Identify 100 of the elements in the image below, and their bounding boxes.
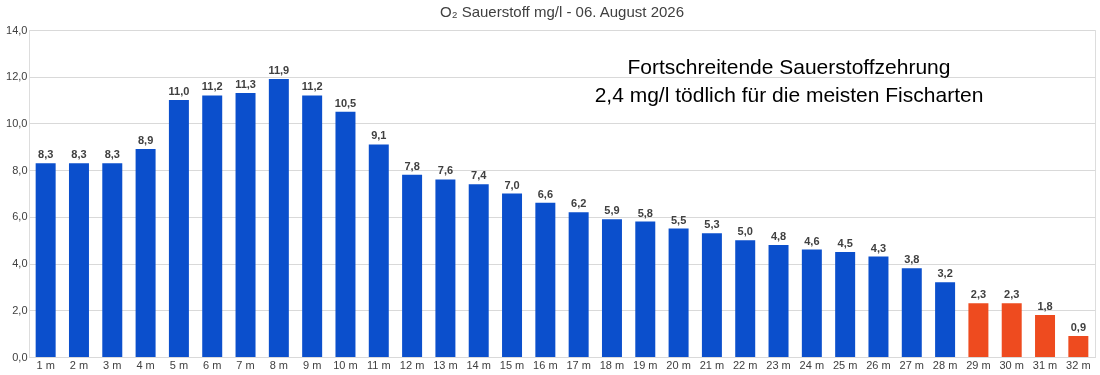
data-label: 11,3 [235,78,256,91]
bar [102,163,123,357]
data-label: 7,8 [404,159,420,172]
x-tick-label: 30 m [999,358,1024,371]
data-label: 11,2 [301,80,323,93]
bar [35,163,56,357]
data-label: 7,4 [471,169,488,182]
data-label: 9,1 [371,129,387,142]
bar [901,268,922,357]
x-tick-label: 12 m [399,358,425,371]
bar [368,144,389,357]
data-label: 3,8 [904,253,920,266]
x-tick-label: 14 m [466,358,491,371]
x-tick-label: 28 m [932,358,958,371]
y-tick-label: 0,0 [12,350,28,363]
y-tick-label: 6,0 [12,210,28,223]
x-tick-label: 25 m [832,358,858,371]
x-tick-label: 1 m [36,358,55,371]
x-tick-label: 23 m [766,358,791,371]
data-label: 4,6 [804,234,820,247]
bar [135,149,156,357]
data-label: 4,8 [770,229,787,242]
x-tick-label: 24 m [799,358,825,371]
x-tick-label: 26 m [866,358,891,371]
x-tick-label: 10 m [333,358,358,371]
x-tick-label: 8 m [269,358,289,371]
x-tick-label: 4 m [136,358,155,371]
bar [868,256,889,357]
x-tick-label: 19 m [633,358,658,371]
data-label: 5,3 [704,218,720,231]
data-label: 8,3 [71,148,87,161]
data-label: 6,2 [571,197,587,210]
bar [335,111,356,357]
y-tick-label: 8,0 [12,163,28,176]
x-tick-label: 31 m [1032,358,1058,371]
data-label: 10,5 [334,96,357,109]
data-label: 11,0 [168,85,190,98]
data-label: 8,3 [104,148,120,161]
bar [935,282,956,357]
bar [635,221,656,357]
data-label: 8,3 [38,148,54,161]
bar [601,219,622,357]
data-label: 5,8 [637,206,653,219]
x-tick-label: 5 m [169,358,189,371]
x-tick-label: 32 m [1066,358,1091,371]
bar [68,163,89,357]
x-tick-label: 11 m [366,358,391,371]
data-label: 3,2 [937,267,953,280]
x-tick-label: 2 m [69,358,89,371]
bar [1035,314,1056,357]
y-tick-label: 14,0 [6,23,28,36]
data-label: 7,0 [504,178,520,191]
data-label: 11,2 [201,80,223,93]
data-label: 8,9 [137,134,154,147]
x-tick-label: 16 m [533,358,558,371]
x-tick-label: 18 m [599,358,625,371]
bar [701,233,722,357]
bar [268,79,289,357]
chart-title: O₂ Sauerstoff mg/l - 06. August 2026 [439,3,685,20]
annotation: Fortschreitende Sauerstoffzehrung [627,55,951,78]
data-label: 6,6 [537,187,553,200]
x-tick-label: 27 m [899,358,925,371]
data-label: 5,5 [670,213,687,226]
x-tick-label: 7 m [236,358,255,371]
bar [168,100,189,357]
x-tick-label: 22 m [732,358,758,371]
bar [302,95,323,357]
data-label: 2,3 [1004,288,1020,301]
y-tick-label: 4,0 [12,257,28,270]
data-label: 11,9 [268,64,290,77]
bar [735,240,756,357]
data-label: 2,3 [970,288,987,301]
bar [835,251,856,357]
x-tick-label: 15 m [499,358,525,371]
data-label: 5,0 [737,225,753,238]
bar [235,93,256,357]
bar [568,212,589,357]
bar [801,249,822,357]
data-label: 1,8 [1037,299,1053,312]
bar [468,184,489,357]
x-tick-label: 21 m [699,358,725,371]
data-label: 7,6 [437,164,454,177]
data-label: 0,9 [1070,320,1086,333]
x-tick-label: 6 m [203,358,222,371]
bar [535,202,556,357]
data-label: 4,5 [837,236,853,249]
y-tick-label: 12,0 [6,70,28,83]
x-tick-label: 9 m [302,358,322,371]
x-tick-label: 3 m [103,358,122,371]
bar [402,174,423,357]
x-tick-label: 29 m [966,358,991,371]
bar [502,193,523,357]
x-tick-label: 13 m [433,358,458,371]
annotation: 2,4 mg/l tödlich für die meisten Fischarten [594,83,984,106]
data-label: 4,3 [870,241,887,254]
y-tick-label: 2,0 [12,303,28,316]
bar [435,179,456,357]
bar [1068,335,1089,357]
data-label: 5,9 [604,204,620,217]
y-tick-label: 10,0 [6,116,28,129]
